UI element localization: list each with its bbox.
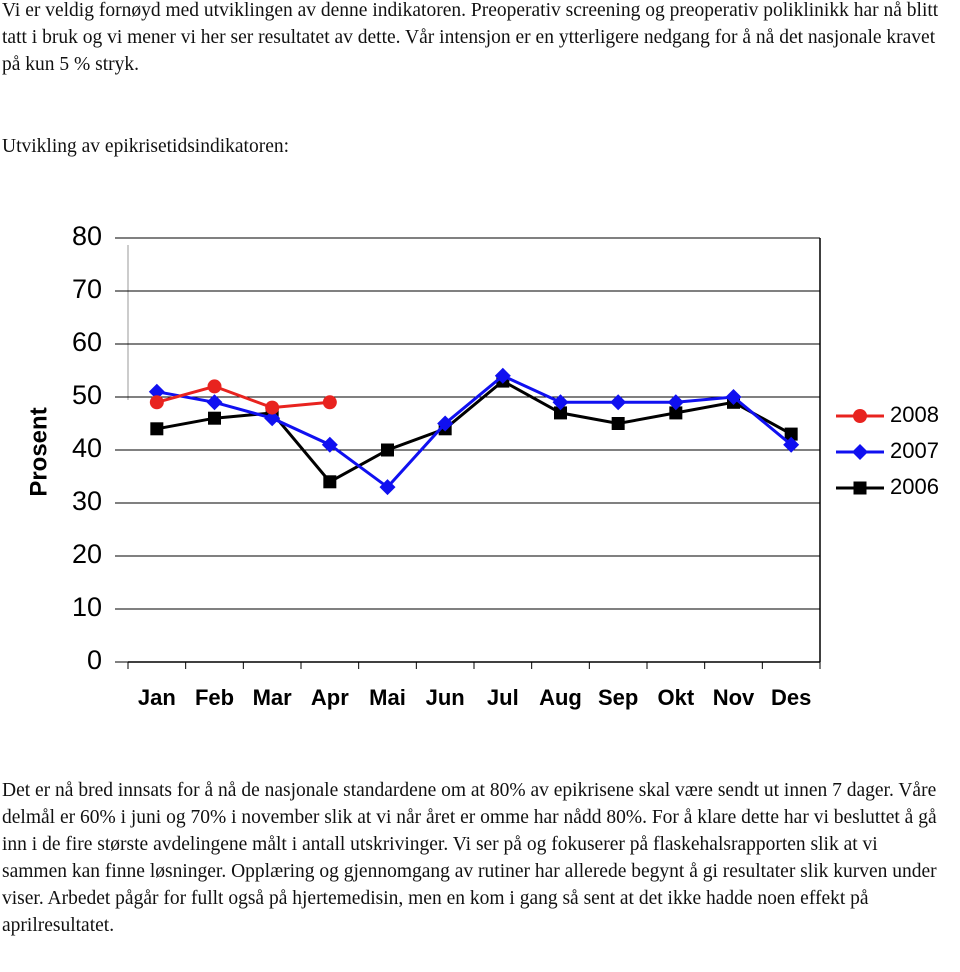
x-tick-label: Feb [195,685,234,710]
chart: Prosent 0 10 20 30 40 50 60 70 80 Jan Feb Mar Apr Mai… [25,221,939,710]
marker [264,410,281,427]
y-tick-label: 20 [72,539,102,569]
y-tick-label: 80 [72,221,102,251]
y-tick-label: 30 [72,486,102,516]
marker [667,394,684,411]
marker [381,443,394,457]
y-axis-label: Prosent [25,407,52,496]
marker [552,394,569,411]
marker [669,406,683,420]
y-tick-label: 60 [72,327,102,357]
marker [208,411,221,425]
marker [323,475,337,489]
x-tick-label: Mai [369,685,406,710]
legend-label: 2007 [890,438,939,463]
y-tick-label: 10 [72,592,102,622]
marker [321,436,338,453]
x-tick-label: Jan [138,685,176,710]
x-tick-label: Mar [253,685,293,710]
marker [611,417,625,430]
x-tick-label: Apr [311,685,349,710]
y-tick-label: 70 [72,274,102,304]
marker [610,394,627,411]
x-tick-label: Jun [426,685,465,710]
y-tick-label: 0 [87,645,102,675]
legend-label: 2008 [890,402,939,427]
x-tick-label: Des [771,685,811,710]
marker [207,379,222,394]
y-tick-label: 40 [72,433,102,463]
series-line [156,384,330,410]
marker [265,400,280,415]
marker [784,427,798,441]
marker [852,444,868,460]
legend-label: 2006 [890,474,939,499]
x-tick-label: Nov [713,685,755,710]
x-tick-label: Jul [487,685,519,710]
marker [150,422,164,436]
marker [322,395,337,410]
caption: Utvikling av epikrisetidsindikatoren: [2,136,290,157]
marker [554,406,567,420]
marker [148,383,165,400]
marker [437,415,454,432]
marker [494,367,511,384]
series-line [156,374,793,490]
x-tick-label: Okt [657,685,694,710]
marker [783,436,800,453]
y-tick-label: 50 [72,380,102,410]
marker [206,394,223,411]
x-tick-label: Aug [539,685,582,710]
series-line [156,379,792,484]
marker [725,389,742,405]
body-text: Det er nå bred innsats for å nå de nasjo… [2,780,937,936]
marker [379,479,396,496]
marker [149,395,164,410]
x-tick-label: Sep [598,685,638,710]
intro: Vi er veldig fornøyd med utviklingen av … [2,0,939,75]
marker [853,409,867,423]
marker [853,481,867,495]
